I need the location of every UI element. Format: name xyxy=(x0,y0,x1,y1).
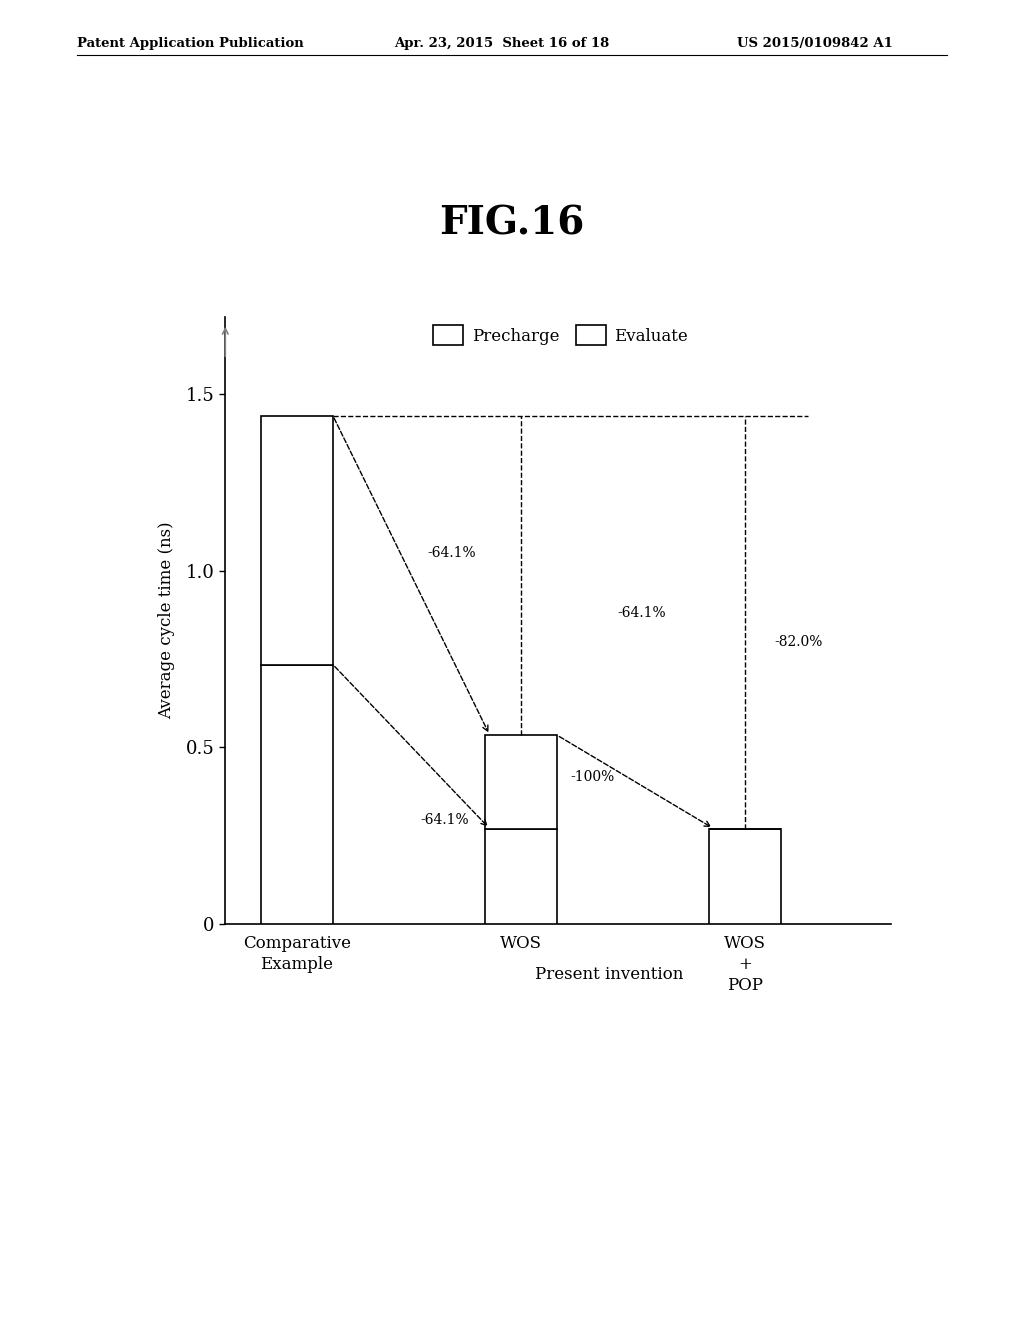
Text: -82.0%: -82.0% xyxy=(774,635,822,648)
Text: -100%: -100% xyxy=(570,771,614,784)
Bar xyxy=(261,416,333,664)
Bar xyxy=(261,664,333,924)
Bar xyxy=(485,829,557,924)
Text: Patent Application Publication: Patent Application Publication xyxy=(77,37,303,50)
Bar xyxy=(485,735,557,829)
Text: FIG.16: FIG.16 xyxy=(439,205,585,243)
Text: -64.1%: -64.1% xyxy=(427,546,475,560)
Text: -64.1%: -64.1% xyxy=(617,606,666,620)
Bar xyxy=(710,829,781,924)
Text: -64.1%: -64.1% xyxy=(420,813,469,826)
Text: US 2015/0109842 A1: US 2015/0109842 A1 xyxy=(737,37,893,50)
Legend: Precharge, Evaluate: Precharge, Evaluate xyxy=(433,325,688,346)
Text: Present invention: Present invention xyxy=(536,966,683,983)
Text: Apr. 23, 2015  Sheet 16 of 18: Apr. 23, 2015 Sheet 16 of 18 xyxy=(394,37,609,50)
Y-axis label: Average cycle time (ns): Average cycle time (ns) xyxy=(158,521,175,719)
